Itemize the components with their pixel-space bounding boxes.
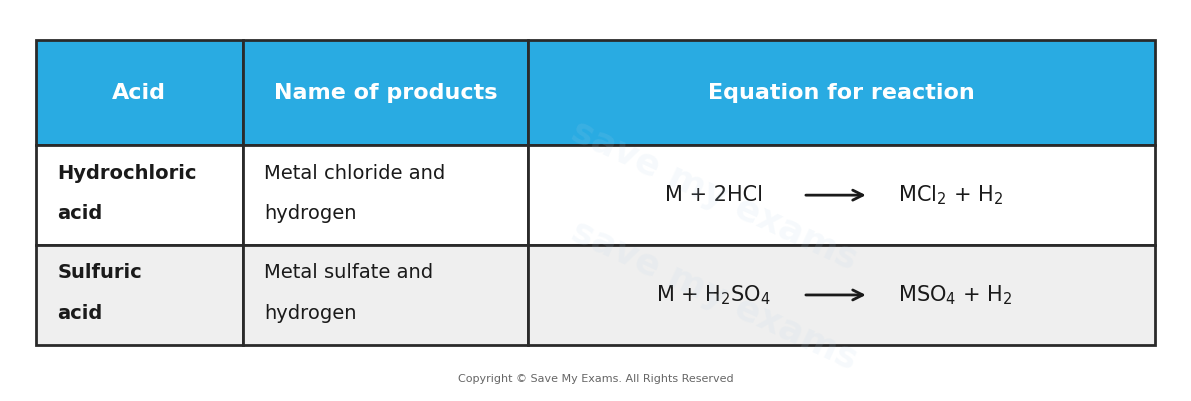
- Text: Equation for reaction: Equation for reaction: [709, 83, 975, 103]
- Text: M + 2HCl: M + 2HCl: [665, 185, 762, 205]
- Bar: [36, 145, 243, 245]
- Bar: [243, 245, 529, 345]
- Text: Hydrochloric: Hydrochloric: [57, 164, 197, 182]
- Text: hydrogen: hydrogen: [264, 204, 357, 223]
- Text: Metal sulfate and: Metal sulfate and: [264, 263, 434, 282]
- Text: Acid: Acid: [112, 83, 167, 103]
- Bar: [36, 245, 243, 345]
- Text: Copyright © Save My Exams. All Rights Reserved: Copyright © Save My Exams. All Rights Re…: [457, 374, 734, 384]
- Text: Sulfuric: Sulfuric: [57, 263, 142, 282]
- Text: MCl$_2$ + H$_2$: MCl$_2$ + H$_2$: [898, 183, 1003, 207]
- Text: MSO$_4$ + H$_2$: MSO$_4$ + H$_2$: [898, 283, 1012, 307]
- Text: hydrogen: hydrogen: [264, 304, 357, 322]
- Bar: [529, 245, 1155, 345]
- Bar: [243, 40, 529, 145]
- Bar: [529, 145, 1155, 245]
- Text: M + H$_2$SO$_4$: M + H$_2$SO$_4$: [656, 283, 772, 307]
- Text: save my exams: save my exams: [566, 114, 863, 276]
- Bar: [36, 40, 243, 145]
- Text: Name of products: Name of products: [274, 83, 498, 103]
- Text: save my exams: save my exams: [566, 214, 863, 376]
- Text: acid: acid: [57, 204, 102, 223]
- Text: Metal chloride and: Metal chloride and: [264, 164, 445, 182]
- Bar: [529, 40, 1155, 145]
- Text: acid: acid: [57, 304, 102, 322]
- Bar: [243, 145, 529, 245]
